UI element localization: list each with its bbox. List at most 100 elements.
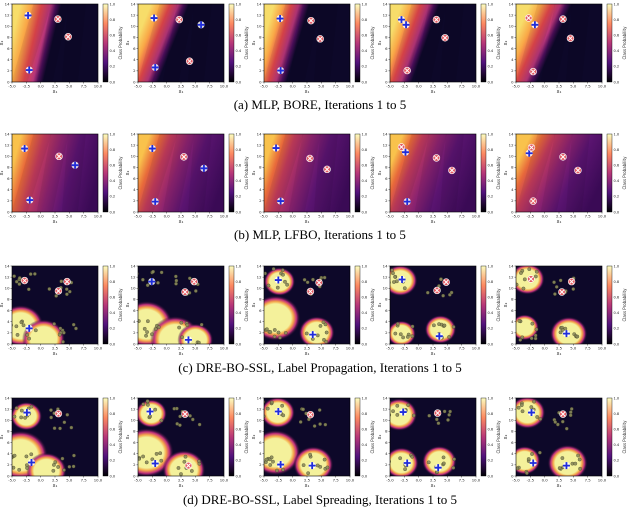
unlabeled-point bbox=[14, 279, 19, 284]
y-tick-label: 10 bbox=[257, 418, 262, 423]
x-tick-label: 0.0 bbox=[290, 84, 297, 89]
unlabeled-point bbox=[324, 339, 329, 344]
y-tick-label: 14 bbox=[257, 395, 262, 400]
y-tick-label: 0 bbox=[7, 473, 10, 478]
colorbar-tick-label: 0.8 bbox=[362, 18, 368, 22]
colorbar-label: Class Probability bbox=[496, 288, 501, 322]
unlabeled-point bbox=[533, 274, 538, 279]
colorbar-tick-label: 1.0 bbox=[110, 2, 116, 6]
unlabeled-point bbox=[14, 406, 19, 410]
colorbar-label: Class Probability bbox=[118, 156, 123, 190]
colorbar-tick-label: 0.0 bbox=[488, 342, 494, 346]
unlabeled-point bbox=[264, 271, 267, 276]
unlabeled-point bbox=[182, 459, 187, 464]
colorbar-tick-label: 0.2 bbox=[110, 195, 116, 199]
colorbar-tick-label: 1.0 bbox=[236, 2, 242, 6]
plus-marker bbox=[274, 276, 282, 284]
y-tick-label: 12 bbox=[131, 142, 136, 147]
colorbar bbox=[354, 397, 361, 477]
x-tick-label: 2.5 bbox=[430, 478, 437, 483]
x-tick-label: -5.0 bbox=[386, 346, 394, 351]
x-tick-label: -5.0 bbox=[134, 478, 142, 483]
unlabeled-point bbox=[553, 420, 558, 424]
x-axis-label: x₁ bbox=[557, 352, 562, 357]
plus-marker bbox=[399, 408, 407, 416]
plot-panel: -5.0 -2.5 0.0 2.5 5.0 7.5 10.0 x₁ 0 2 4 6 8 10 12 14 x₂ 0… bbox=[378, 131, 501, 225]
colorbar bbox=[102, 265, 109, 345]
plus-marker bbox=[308, 462, 316, 470]
unlabeled-point bbox=[569, 407, 574, 411]
high-probability-region bbox=[516, 398, 546, 429]
unlabeled-point bbox=[410, 334, 415, 339]
y-tick-label: 14 bbox=[509, 263, 514, 268]
plus-marker bbox=[402, 21, 410, 29]
x-tick-label: 5.0 bbox=[318, 346, 325, 351]
x-marker bbox=[528, 276, 534, 282]
unlabeled-point bbox=[138, 457, 141, 461]
x-marker bbox=[308, 412, 313, 417]
unlabeled-point bbox=[525, 471, 529, 475]
unlabeled-point bbox=[516, 282, 519, 287]
x-axis-label: x₁ bbox=[557, 90, 562, 95]
plus-marker bbox=[150, 14, 158, 22]
x-tick-label: 0.0 bbox=[38, 346, 45, 351]
high-probability-region bbox=[390, 447, 419, 476]
x-tick-label: -5.0 bbox=[8, 84, 16, 89]
plus-marker bbox=[309, 331, 317, 339]
x-marker bbox=[317, 36, 323, 42]
colorbar-tick-label: 1.0 bbox=[110, 264, 116, 268]
colorbar-tick-label: 1.0 bbox=[110, 132, 116, 136]
y-axis-label: x₂ bbox=[126, 303, 131, 308]
y-tick-label: 10 bbox=[5, 286, 10, 291]
unlabeled-point bbox=[61, 340, 65, 344]
x-axis-label: x₁ bbox=[557, 220, 562, 225]
plus-marker bbox=[403, 198, 411, 206]
y-tick-label: 2 bbox=[133, 198, 136, 203]
colorbar bbox=[354, 265, 361, 345]
x-tick-label: 10.0 bbox=[220, 214, 229, 219]
unlabeled-point bbox=[59, 279, 64, 284]
x-tick-label: 7.5 bbox=[333, 478, 340, 483]
x-tick-label: 7.5 bbox=[585, 214, 592, 219]
x-axis-label: x₁ bbox=[179, 220, 184, 225]
colorbar-tick-label: 0.2 bbox=[236, 327, 242, 331]
colorbar-tick-label: 0.8 bbox=[488, 280, 494, 284]
y-tick-label: 12 bbox=[383, 12, 388, 17]
colorbar-tick-label: 0.6 bbox=[110, 34, 116, 38]
x-tick-label: 5.0 bbox=[66, 478, 73, 483]
unlabeled-point bbox=[150, 332, 154, 337]
y-tick-label: 2 bbox=[511, 198, 514, 203]
y-axis-label: x₂ bbox=[0, 41, 5, 46]
plus-marker bbox=[403, 459, 411, 467]
y-tick-label: 4 bbox=[259, 57, 262, 62]
x-tick-label: 7.5 bbox=[585, 478, 592, 483]
y-tick-label: 0 bbox=[259, 79, 262, 84]
colorbar-tick-label: 0.0 bbox=[110, 342, 116, 346]
y-tick-label: 2 bbox=[7, 68, 10, 73]
colorbar-tick-label: 1.0 bbox=[236, 132, 242, 136]
x-tick-label: 7.5 bbox=[459, 214, 466, 219]
x-tick-label: 5.0 bbox=[318, 214, 325, 219]
x-tick-label: -5.0 bbox=[512, 346, 520, 351]
y-tick-label: 0 bbox=[7, 79, 10, 84]
unlabeled-point bbox=[564, 426, 569, 431]
x-tick-label: 5.0 bbox=[444, 346, 451, 351]
colorbar-tick-label: 0.8 bbox=[236, 412, 242, 416]
y-tick-label: 12 bbox=[509, 274, 514, 279]
y-tick-label: 14 bbox=[131, 1, 136, 6]
y-tick-label: 0 bbox=[259, 341, 262, 346]
x-tick-label: 10.0 bbox=[94, 84, 103, 89]
x-tick-label: 2.5 bbox=[52, 214, 59, 219]
x-marker bbox=[529, 145, 534, 150]
x-tick-label: 7.5 bbox=[207, 84, 214, 89]
y-tick-label: 4 bbox=[259, 187, 262, 192]
unlabeled-point bbox=[426, 460, 431, 465]
x-tick-label: 0.0 bbox=[290, 478, 297, 483]
colorbar-label: Class Probability bbox=[370, 156, 375, 190]
x-tick-label: -5.0 bbox=[512, 214, 520, 219]
x-tick-label: 2.5 bbox=[556, 214, 563, 219]
x-marker bbox=[56, 411, 61, 416]
plot-panel: -5.0 -2.5 0.0 2.5 5.0 7.5 10.0 x₁ 0 2 4 6 8 10 12 14 x₂ 0… bbox=[252, 131, 375, 225]
x-tick-label: 0.0 bbox=[38, 478, 45, 483]
unlabeled-point bbox=[425, 290, 430, 295]
